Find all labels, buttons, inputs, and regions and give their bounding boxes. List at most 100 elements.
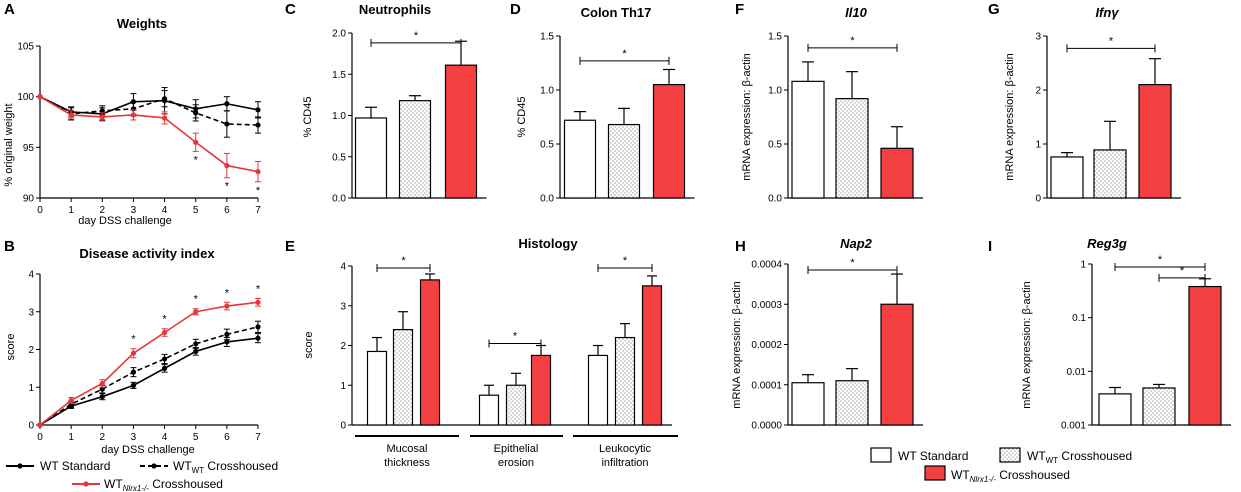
ylabel-weights: % original weight [3,103,15,186]
x-tick-label: 3 [131,205,137,216]
bar-nlrx1-crosshoused [641,285,663,426]
line-legend: WT Standard WTWT Crosshoused WTNlrx1-/- … [6,459,278,492]
chart-C-y-tick-label: 2.0 [332,29,346,40]
data-point [99,114,105,120]
group-label-mucosal-1: Mucosal [387,443,428,455]
data-point [130,369,137,375]
significance-star: * [225,287,230,299]
bar-nlrx1-crosshoused [530,354,552,426]
data-point [193,341,199,347]
title-nap2: Nap2 [840,236,873,251]
data-point [161,115,168,121]
group-label-epithelial-1: Epithelial [494,443,539,455]
bar-wt-crosshoused [505,384,527,426]
chart-H-y-tick-label: 0.0001 [751,380,782,391]
bar-wt-standard [791,382,825,426]
chart-I-y-tick-label: 1 [1080,260,1086,271]
panel-letter-f: F [735,1,744,18]
data-point [161,356,168,362]
chart-F-y-tick-label: 0.0 [768,194,782,205]
panel-letter-a: A [4,1,15,18]
bar-wt-standard [563,119,597,199]
chart-F-y-tick-label: 1.5 [768,32,782,43]
bar-wt-standard [791,80,825,199]
legend-std-bar: WT Standard [898,449,968,463]
bar-wt-standard [478,394,500,426]
significance-star: * [513,331,518,343]
bar-wt-standard [1050,156,1084,199]
significance-star: * [131,334,136,346]
chart-H-y-tick-label: 0.0004 [751,260,782,271]
chart-B-y-tick-label: 3 [28,307,34,318]
chart-H-y-tick-label: 0.0003 [751,300,782,311]
x-tick-label: 4 [162,432,168,443]
x-tick-label: 6 [224,205,230,216]
ylabel-neutrophils: % CD45 [302,97,314,138]
title-histology: Histology [518,236,578,251]
group-label-leukocytic-2: infiltration [601,457,648,469]
chart-D-y-tick-label: 0.5 [540,140,554,151]
chart-E-y-tick-label: 2 [340,341,346,352]
panel-letter-h: H [735,238,746,255]
chart-E-y-tick-label: 4 [340,262,346,273]
ylabel-il10: mRNA expression: β-actin [741,53,753,180]
x-tick-label: 3 [131,432,137,443]
significance-star: * [194,154,199,166]
chart-d: 0.0 0.5 1.0 1.5 * [540,32,695,205]
chart-C-y-tick-label: 1.5 [332,70,346,81]
chart-g: 0 1 2 3 * [1035,32,1181,205]
x-tick-label: 0 [37,432,43,443]
significance-star: * [622,48,627,60]
chart-A-y-tick-label: 90 [23,194,35,205]
data-point [255,335,261,341]
x-tick-label: 5 [193,432,199,443]
bar-nlrx1-crosshoused [1138,83,1172,199]
data-point [37,422,43,428]
ylabel-th17: % CD45 [516,97,528,138]
series-line [39,301,259,426]
data-point [224,331,230,337]
data-point [193,139,199,145]
ylabel-histology: score [303,332,315,359]
data-point [99,386,105,392]
data-point [193,309,199,315]
ylabel-reg3g: mRNA expression: β-actin [1021,281,1033,408]
chart-G-y-tick-label: 1 [1035,140,1041,151]
group-label-epithelial-2: erosion [498,457,534,469]
chart-B-y-tick-label: 1 [28,383,34,394]
bar-nlrx1-crosshoused [1188,285,1222,426]
data-point [68,112,74,118]
bar-wt-crosshoused [835,380,869,426]
chart-H-y-tick-label: 0.0000 [751,421,782,432]
data-point [161,365,168,371]
bar-wt-crosshoused [1142,387,1176,426]
chart-C-y-tick-label: 1.0 [332,111,346,122]
chart-G-y-tick-label: 0 [1035,194,1041,205]
title-weights: Weights [117,16,167,31]
data-point [193,348,199,354]
chart-I-y-tick-label: 0.01 [1067,367,1087,378]
data-point [130,382,137,388]
x-tick-label: 7 [255,205,261,216]
significance-star: * [850,35,855,47]
legend-wt-bar: WTWT Crosshoused [1027,449,1132,465]
chart-E-y-tick-label: 0 [340,421,346,432]
x-tick-label: 2 [100,432,106,443]
data-point [68,401,74,407]
data-point [99,394,105,400]
bar-wt-standard [1098,393,1132,426]
chart-B-y-tick-label: 0 [28,421,34,432]
title-reg3g: Reg3g [1087,236,1127,251]
legend-std-line: WT Standard [40,459,110,473]
group-label-leukocytic-1: Leukocytic [599,443,651,455]
title-disease-activity: Disease activity index [79,246,215,261]
data-point [99,380,105,387]
chart-c: 0.0 0.5 1.0 1.5 2.0 * [332,29,487,205]
title-il10: Il10 [845,5,867,20]
data-point [255,122,261,128]
data-point [255,107,261,113]
bar-wt-standard [587,354,609,426]
x-tick-label: 4 [162,205,168,216]
bar-nlrx1-crosshoused [444,64,478,199]
chart-F-y-tick-label: 1.0 [768,86,782,97]
